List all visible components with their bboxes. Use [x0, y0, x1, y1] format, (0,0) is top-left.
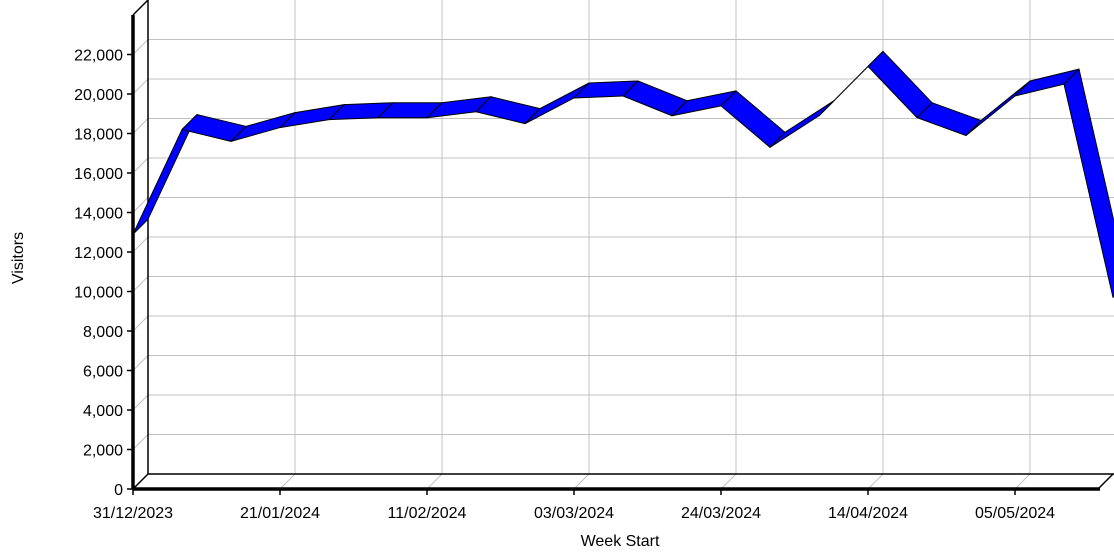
grid-line-depth	[132, 39, 149, 55]
y-tick-label: 0	[114, 482, 123, 499]
grid-line-depth	[1014, 473, 1031, 490]
y-tick-label: 6,000	[83, 364, 123, 381]
grid-line-depth	[132, 394, 149, 411]
corner-depth-edge	[132, 473, 149, 490]
grid-line-depth	[132, 197, 149, 213]
top-depth-edge	[132, 0, 149, 16]
grid-line-depth	[132, 276, 149, 292]
grid-line-depth	[867, 473, 884, 490]
y-tick-label: 18,000	[74, 127, 123, 144]
y-tick-label: 12,000	[74, 245, 123, 262]
y-tick-label: 20,000	[74, 87, 123, 104]
series-ribbon	[132, 50, 1114, 298]
grid-line-depth	[132, 434, 149, 450]
grid-line-depth	[720, 473, 737, 490]
grid-line-depth	[426, 473, 443, 490]
x-tick-label: 14/04/2024	[828, 505, 908, 522]
y-tick-label: 4,000	[83, 403, 123, 420]
grid-line-depth	[132, 355, 149, 371]
y-tick-label: 22,000	[74, 48, 123, 65]
grid-line-depth	[132, 236, 149, 253]
ribbon-segment	[1063, 68, 1114, 298]
y-axis-title: Visitors	[10, 232, 27, 284]
grid-line-depth	[573, 473, 590, 490]
y-tick-label: 2,000	[83, 443, 123, 460]
y-tick-label: 8,000	[83, 324, 123, 341]
x-tick-label: 21/01/2024	[240, 505, 320, 522]
right-depth-edge	[1097, 473, 1114, 490]
x-tick-labels: 31/12/2023 21/01/2024 11/02/2024 03/03/2024…	[93, 489, 1055, 522]
grid-line-depth	[279, 473, 296, 490]
x-tick-label: 03/03/2024	[534, 505, 614, 522]
grid-line-depth	[132, 118, 149, 134]
grid-line-depth	[132, 78, 149, 95]
x-tick-label: 24/03/2024	[681, 505, 761, 522]
x-tick-label: 31/12/2023	[93, 505, 173, 522]
y-tick-labels: 0 2,000 4,000 6,000 8,000 10,000 12,000 14,000 1…	[74, 48, 133, 499]
grid-lines	[132, 0, 1114, 490]
x-tick-label: 11/02/2024	[388, 505, 467, 522]
y-tick-label: 10,000	[74, 285, 123, 302]
x-tick-label: 05/05/2024	[975, 505, 1055, 522]
y-tick-label: 14,000	[74, 206, 123, 223]
x-axis-title: Week Start	[581, 533, 660, 550]
y-tick-label: 16,000	[74, 166, 123, 183]
grid-line-depth	[132, 315, 149, 332]
grid-line-depth	[132, 157, 149, 174]
